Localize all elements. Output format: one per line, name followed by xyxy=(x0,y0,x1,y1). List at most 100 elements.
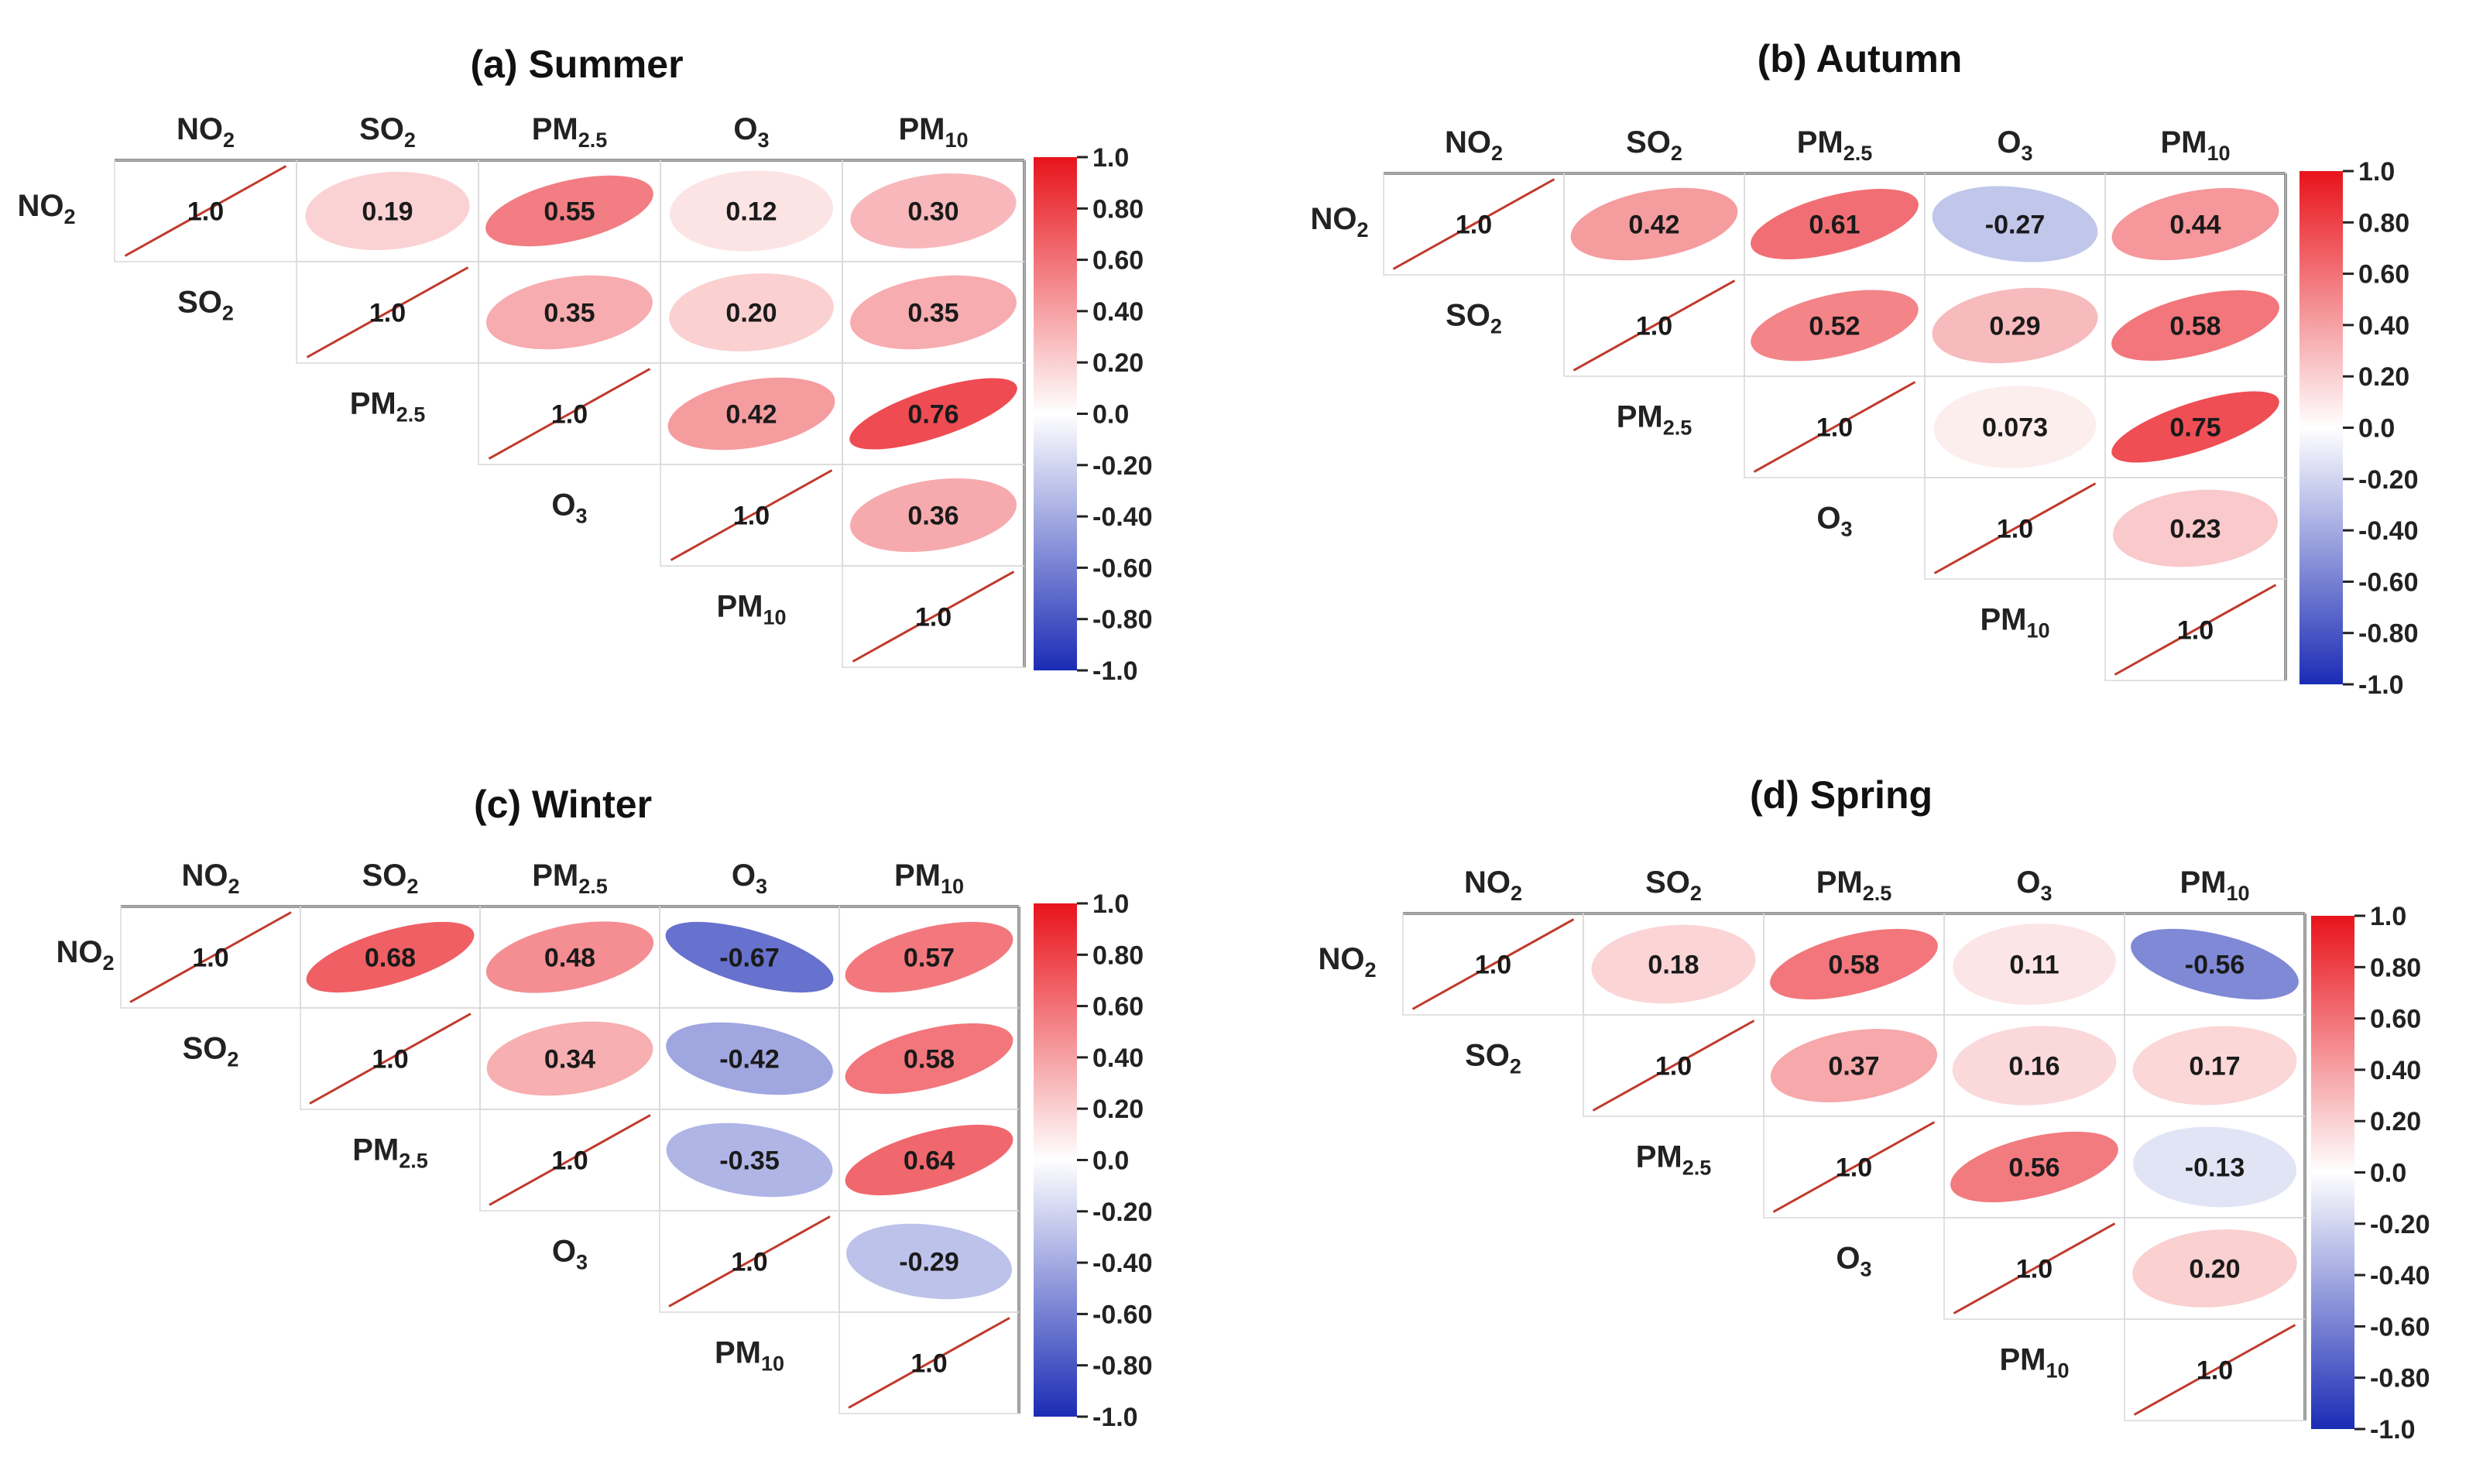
row-label: NO2 xyxy=(1310,202,1368,242)
correlation-value: 0.58 xyxy=(904,1045,955,1074)
correlation-ellipse xyxy=(1952,1026,2117,1105)
correlation-ellipse xyxy=(2131,928,2299,1000)
column-header: O3 xyxy=(2016,865,2052,905)
diagonal-line xyxy=(489,1114,651,1206)
column-header: PM2.5 xyxy=(532,112,608,152)
column-header: PM10 xyxy=(898,112,968,152)
correlation-value: 0.20 xyxy=(725,299,777,328)
correlation-ellipse xyxy=(849,378,1017,450)
diagonal-value: 1.0 xyxy=(1475,951,1511,980)
colorbar-tick-label: 0.40 xyxy=(2370,1056,2421,1085)
diagonal-line xyxy=(670,469,833,561)
colorbar-tick-label: -0.80 xyxy=(2370,1364,2430,1393)
diagonal-line xyxy=(1592,1020,1755,1112)
diagonal-value: 1.0 xyxy=(731,1248,767,1277)
colorbar-tick-label: -0.40 xyxy=(2358,516,2419,546)
correlation-ellipse xyxy=(486,275,653,350)
colorbar-tick-label: 0.80 xyxy=(1092,941,1144,970)
correlation-ellipse xyxy=(1933,386,2097,468)
colorbar-tick-label: -0.20 xyxy=(1092,1198,1153,1227)
diagonal-line xyxy=(1411,918,1575,1010)
correlation-value: 0.57 xyxy=(904,944,955,973)
diagonal-line xyxy=(852,571,1015,663)
diagonal-value: 1.0 xyxy=(2177,616,2214,646)
correlation-ellipse xyxy=(2111,391,2279,463)
column-header: PM2.5 xyxy=(1816,865,1892,905)
row-label: PM10 xyxy=(716,590,786,629)
correlation-value: 0.37 xyxy=(1828,1052,1879,1081)
row-label: PM2.5 xyxy=(1636,1140,1712,1180)
diagonal-line xyxy=(1953,1222,2116,1314)
diagonal-line xyxy=(668,1215,831,1307)
correlation-value: 0.19 xyxy=(362,197,413,227)
correlation-value: 0.18 xyxy=(1648,951,1699,980)
correlation-value: 0.68 xyxy=(365,944,416,973)
correlation-ellipse xyxy=(485,175,653,247)
correlation-value: 0.76 xyxy=(907,400,959,430)
correlation-value: 0.48 xyxy=(544,944,595,973)
row-label: O3 xyxy=(551,488,587,528)
diagonal-value: 1.0 xyxy=(192,944,228,973)
colorbar-tick-label: 1.0 xyxy=(1092,143,1129,173)
colorbar-tick-label: -0.80 xyxy=(1092,1352,1153,1381)
correlation-value: 0.55 xyxy=(544,197,595,227)
column-header: NO2 xyxy=(1445,125,1503,165)
diagonal-line xyxy=(1772,1121,1936,1213)
correlation-ellipse xyxy=(845,1023,1013,1095)
cell-border xyxy=(842,565,1025,668)
diagonal-value: 1.0 xyxy=(1816,413,1853,443)
diagonal-line xyxy=(1753,381,1916,473)
correlation-ellipse xyxy=(666,1122,833,1198)
correlation-ellipse xyxy=(850,275,1017,350)
diagonal-value: 1.0 xyxy=(551,1146,588,1176)
colorbar-tick-label: 0.20 xyxy=(1092,1095,1144,1124)
colorbar-tick-label: 0.80 xyxy=(1092,194,1144,224)
panel-3: (d) Spring NO2 SO2 PM2.5 O3 PM10 NO2 1.0 0.18 0.5… xyxy=(1318,773,2430,1445)
diagonal-value: 1.0 xyxy=(733,502,770,531)
column-header: SO2 xyxy=(1645,865,1702,905)
correlation-value: 0.16 xyxy=(2008,1052,2059,1081)
colorbar-tick-label: -0.20 xyxy=(1092,451,1153,481)
diagonal-value: 1.0 xyxy=(187,197,224,227)
column-header: NO2 xyxy=(181,859,239,898)
colorbar-tick-label: 1.0 xyxy=(1092,889,1129,919)
row-label: PM10 xyxy=(715,1336,784,1376)
colorbar-tick-label: 1.0 xyxy=(2358,157,2395,187)
colorbar xyxy=(2300,171,2343,684)
colorbar-tick-label: -0.60 xyxy=(1092,554,1153,583)
colorbar-tick-label: -1.0 xyxy=(2370,1415,2416,1445)
colorbar-tick-label: 0.0 xyxy=(2358,414,2395,444)
diagonal-line xyxy=(488,368,651,460)
diagonal-value: 1.0 xyxy=(369,299,406,328)
colorbar-tick-label: -0.80 xyxy=(2358,619,2419,649)
colorbar-tick-label: 0.0 xyxy=(1092,400,1129,430)
column-header: PM2.5 xyxy=(1797,125,1873,165)
correlation-ellipse xyxy=(850,173,1017,249)
correlation-value: 0.36 xyxy=(907,502,959,531)
correlation-ellipse xyxy=(2132,1026,2297,1105)
colorbar-tick-label: -0.20 xyxy=(2358,465,2419,495)
diagonal-value: 1.0 xyxy=(911,1349,947,1379)
diagonal-value: 1.0 xyxy=(1655,1052,1692,1081)
correlation-ellipse xyxy=(2132,1126,2297,1208)
colorbar-tick-label: -0.20 xyxy=(2370,1210,2430,1239)
correlation-value: 0.11 xyxy=(2009,951,2059,980)
panel-0: (a) Summer NO2 SO2 PM2.5 O3 PM10 NO2 1.0 0.19 0.5… xyxy=(17,43,1152,686)
row-label: O3 xyxy=(1836,1242,1871,1281)
correlation-value: 0.58 xyxy=(2169,312,2221,341)
row-label: NO2 xyxy=(17,189,75,228)
colorbar-tick-label: -0.40 xyxy=(2370,1261,2430,1290)
correlation-ellipse xyxy=(2111,290,2279,362)
correlation-value: 0.23 xyxy=(2169,515,2221,544)
colorbar-tick-label: 0.60 xyxy=(1092,992,1144,1022)
colorbar-tick-label: 0.20 xyxy=(1092,348,1144,378)
correlation-value: -0.42 xyxy=(719,1045,780,1074)
panel-title: (c) Winter xyxy=(474,783,652,826)
correlation-value: 0.56 xyxy=(2008,1153,2059,1183)
diagonal-value: 1.0 xyxy=(2197,1356,2233,1386)
correlation-value: 0.64 xyxy=(904,1146,955,1176)
correlation-value: 0.17 xyxy=(2189,1052,2240,1081)
colorbar-tick-label: -1.0 xyxy=(1092,656,1138,686)
column-header: SO2 xyxy=(362,859,419,898)
